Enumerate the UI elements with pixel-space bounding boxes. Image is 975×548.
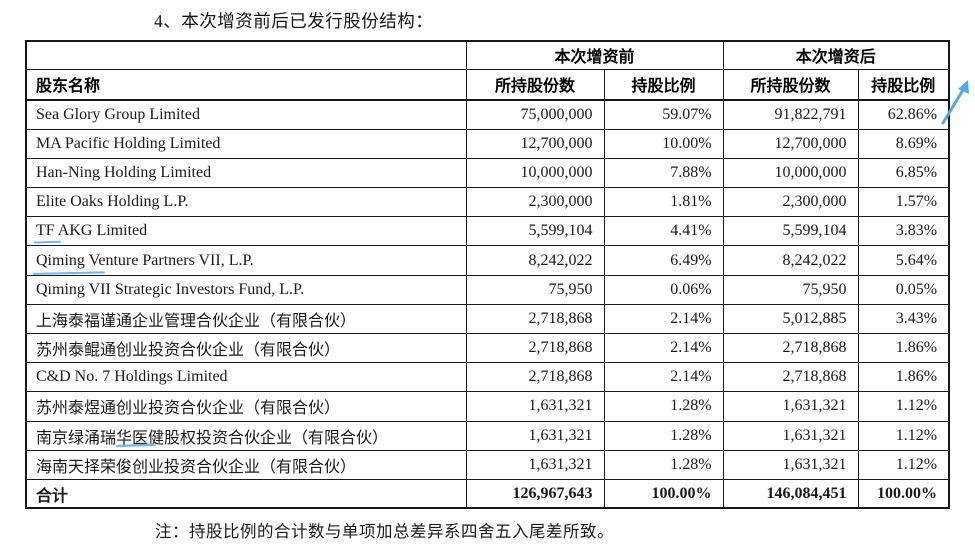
table-row: 上海泰福谨通企业管理合伙企业（有限合伙） 2,718,868 2.14% 5,0… [25,303,950,335]
total-before-ratio-cell: 100.00% [603,478,724,509]
table-row: 苏州泰煜通创业投资合伙企业（有限合伙） 1,631,321 1.28% 1,63… [25,391,950,422]
before-ratio-cell: 4.41% [603,216,724,247]
before-shares-cell: 1,631,321 [465,449,605,480]
before-ratio-cell: 2.14% [603,332,724,364]
total-before-shares-cell: 126,967,643 [465,478,605,509]
table-row: C&D No. 7 Holdings Limited 2,718,868 2.1… [25,362,950,393]
total-after-ratio-cell: 100.00% [857,478,950,509]
shareholder-name-cell: MA Pacific Holding Limited [25,128,467,159]
shareholder-name-cell: Han-Ning Holding Limited [25,157,467,189]
after-shares-cell: 8,242,022 [722,245,859,276]
after-ratio-cell: 3.83% [857,216,950,247]
header-before-ratio: 持股比例 [603,68,724,101]
table-row: 南京绿涌瑞华医健股权投资合伙企业（有限合伙） 1,631,321 1.28% 1… [25,420,950,451]
after-ratio-cell: 0.05% [857,274,950,305]
after-ratio-cell: 1.86% [857,332,950,364]
header-group-row: 本次增资前 本次增资后 [25,40,950,70]
before-shares-cell: 2,718,868 [465,332,605,364]
before-shares-cell: 75,950 [465,274,605,305]
header-after-group: 本次增资后 [722,40,950,70]
after-shares-cell: 1,631,321 [722,391,859,422]
table-row: Sea Glory Group Limited 75,000,000 59.07… [25,99,950,130]
header-after-shares: 所持股份数 [722,68,859,101]
header-shareholder: 股东名称 [25,68,467,101]
header-sub-row: 股东名称 所持股份数 持股比例 所持股份数 持股比例 [25,68,950,101]
table-row: Qiming Venture Partners VII, L.P. 8,242,… [25,245,950,276]
total-label-cell: 合计 [25,478,467,509]
before-shares-cell: 1,631,321 [465,420,605,451]
after-ratio-cell: 8.69% [857,128,950,159]
header-after-ratio: 持股比例 [857,68,950,101]
after-shares-cell: 2,300,000 [722,187,859,218]
after-shares-cell: 5,599,104 [722,216,859,247]
before-ratio-cell: 7.88% [603,157,724,189]
before-shares-cell: 2,718,868 [465,303,605,335]
after-shares-cell: 1,631,321 [722,420,859,451]
after-shares-cell: 10,000,000 [722,157,859,189]
shareholder-name-cell: 苏州泰煜通创业投资合伙企业（有限合伙） [25,391,467,422]
shareholder-name-cell: 苏州泰鲲通创业投资合伙企业（有限合伙） [25,332,467,364]
shareholder-name-cell: Qiming VII Strategic Investors Fund, L.P… [25,274,467,305]
total-after-shares-cell: 146,084,451 [722,478,859,509]
after-shares-cell: 75,950 [722,274,859,305]
table-row: Qiming VII Strategic Investors Fund, L.P… [25,274,950,305]
table-row: 苏州泰鲲通创业投资合伙企业（有限合伙） 2,718,868 2.14% 2,71… [25,332,950,364]
after-ratio-cell: 1.12% [857,391,950,422]
before-shares-cell: 8,242,022 [465,245,605,276]
before-ratio-cell: 2.14% [603,362,724,393]
shareholder-name-cell: 南京绿涌瑞华医健股权投资合伙企业（有限合伙） [25,420,467,451]
after-ratio-cell: 1.57% [857,187,950,218]
after-shares-cell: 12,700,000 [722,128,859,159]
before-ratio-cell: 1.28% [603,420,724,451]
after-ratio-cell: 6.85% [857,157,950,189]
table-row: TF AKG Limited 5,599,104 4.41% 5,599,104… [25,216,950,247]
before-ratio-cell: 2.14% [603,303,724,335]
shareholder-name-cell: Sea Glory Group Limited [25,99,467,130]
after-ratio-cell: 1.12% [857,449,950,480]
shareholder-name-cell: 海南天择荣俊创业投资合伙企业（有限合伙） [25,449,467,480]
before-ratio-cell: 10.00% [603,128,724,159]
after-ratio-cell: 62.86% [857,99,950,130]
table-body: Sea Glory Group Limited 75,000,000 59.07… [25,99,950,480]
header-empty-cell [25,40,467,70]
shareholder-name-cell: Elite Oaks Holding L.P. [25,187,467,218]
after-shares-cell: 2,718,868 [722,362,859,393]
before-shares-cell: 2,718,868 [465,362,605,393]
before-shares-cell: 5,599,104 [465,216,605,247]
header-before-shares: 所持股份数 [465,68,605,101]
before-shares-cell: 10,000,000 [465,157,605,189]
before-ratio-cell: 1.28% [603,391,724,422]
shareholder-name-cell: TF AKG Limited [25,216,467,247]
table-row: Elite Oaks Holding L.P. 2,300,000 1.81% … [25,187,950,218]
shareholder-name-cell: Qiming Venture Partners VII, L.P. [25,245,467,276]
before-shares-cell: 1,631,321 [465,391,605,422]
table-row: 海南天择荣俊创业投资合伙企业（有限合伙） 1,631,321 1.28% 1,6… [25,449,950,480]
before-shares-cell: 75,000,000 [465,99,605,130]
before-shares-cell: 2,300,000 [465,187,605,218]
header-before-group: 本次增资前 [465,40,724,70]
table-row: Han-Ning Holding Limited 10,000,000 7.88… [25,157,950,189]
total-row: 合计 126,967,643 100.00% 146,084,451 100.0… [25,478,950,509]
shareholder-name-cell: C&D No. 7 Holdings Limited [25,362,467,393]
shareholder-name-cell: 上海泰福谨通企业管理合伙企业（有限合伙） [25,303,467,335]
section-title: 4、本次增资前后已发行股份结构： [154,11,434,31]
before-ratio-cell: 6.49% [603,245,724,276]
after-shares-cell: 91,822,791 [722,99,859,130]
before-ratio-cell: 59.07% [603,99,724,130]
after-ratio-cell: 5.64% [857,245,950,276]
after-shares-cell: 5,012,885 [722,303,859,335]
share-structure-table: 本次增资前 本次增资后 股东名称 所持股份数 持股比例 所持股份数 持股比例 S… [25,40,951,510]
before-ratio-cell: 0.06% [603,274,724,305]
table-row: MA Pacific Holding Limited 12,700,000 10… [25,128,950,159]
before-ratio-cell: 1.81% [603,187,724,218]
before-shares-cell: 12,700,000 [465,128,605,159]
before-ratio-cell: 1.28% [603,449,724,480]
after-shares-cell: 1,631,321 [722,449,859,480]
footnote: 注：持股比例的合计数与单项加总差异系四舍五入尾差所致。 [155,522,614,541]
after-ratio-cell: 1.86% [857,362,950,393]
after-ratio-cell: 3.43% [857,303,950,335]
after-shares-cell: 2,718,868 [722,332,859,364]
after-ratio-cell: 1.12% [857,420,950,451]
